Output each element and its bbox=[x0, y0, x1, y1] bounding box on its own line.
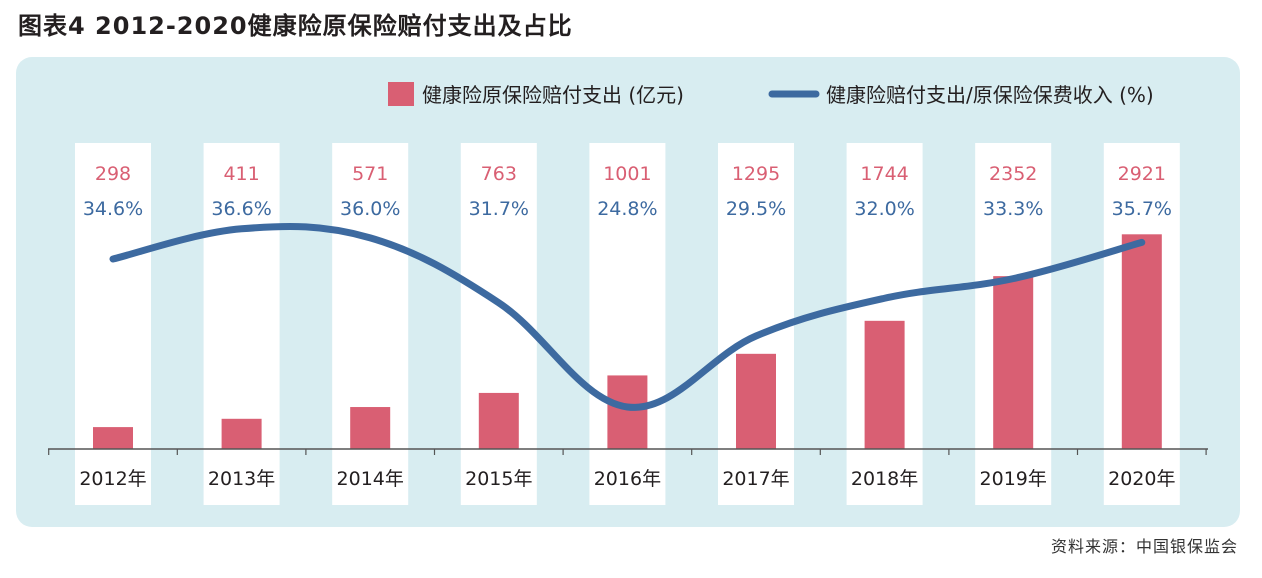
bar-2014 bbox=[350, 407, 391, 449]
bar-value-label: 763 bbox=[481, 163, 517, 185]
bar-value-label: 1001 bbox=[603, 163, 651, 185]
source-note: 资料来源：中国银保监会 bbox=[1050, 537, 1238, 556]
bar-value-label: 1295 bbox=[732, 163, 780, 185]
ratio-value-label: 29.5% bbox=[726, 198, 786, 220]
ratio-value-label: 34.6% bbox=[83, 198, 143, 220]
ratio-line bbox=[109, 222, 1146, 411]
x-tick-label: 2019年 bbox=[980, 468, 1047, 490]
x-tick-label: 2014年 bbox=[337, 468, 404, 490]
bar-2016 bbox=[607, 375, 648, 449]
ratio-value-label: 32.0% bbox=[854, 198, 914, 220]
x-tick-label: 2013年 bbox=[208, 468, 275, 490]
bar-value-label: 571 bbox=[352, 163, 388, 185]
ratio-value-label: 36.6% bbox=[211, 198, 271, 220]
x-tick-label: 2015年 bbox=[465, 468, 532, 490]
x-tick-label: 2016年 bbox=[594, 468, 661, 490]
ratio-value-label: 33.3% bbox=[983, 198, 1043, 220]
bar-value-label: 1744 bbox=[860, 163, 908, 185]
bar-value-label: 2921 bbox=[1118, 163, 1166, 185]
ratio-value-label: 35.7% bbox=[1112, 198, 1172, 220]
bar-2013 bbox=[221, 418, 262, 449]
legend-bar-label: 健康险原保险赔付支出 (亿元) bbox=[422, 83, 684, 107]
bar-2017 bbox=[736, 353, 776, 449]
x-tick-label: 2020年 bbox=[1108, 468, 1175, 490]
x-tick-label: 2012年 bbox=[79, 468, 146, 490]
bar-2020 bbox=[1121, 234, 1162, 449]
bar-2019 bbox=[993, 276, 1034, 449]
legend-line-label: 健康险赔付支出/原保险保费收入 (%) bbox=[826, 83, 1154, 107]
x-tick-label: 2017年 bbox=[722, 468, 789, 490]
bar-value-label: 411 bbox=[223, 163, 259, 185]
ratio-value-label: 36.0% bbox=[340, 198, 400, 220]
x-tick-label: 2018年 bbox=[851, 468, 918, 490]
ratio-value-label: 24.8% bbox=[597, 198, 657, 220]
figure-title: 图表4 2012-2020健康险原保险赔付支出及占比 bbox=[18, 12, 573, 40]
bar-2018 bbox=[864, 320, 905, 449]
bar-2015 bbox=[478, 392, 519, 449]
bar-value-label: 298 bbox=[95, 163, 131, 185]
ratio-value-label: 31.7% bbox=[469, 198, 529, 220]
legend-bar-swatch bbox=[388, 82, 414, 106]
bar-value-label: 2352 bbox=[989, 163, 1037, 185]
bar-2012 bbox=[93, 427, 133, 449]
